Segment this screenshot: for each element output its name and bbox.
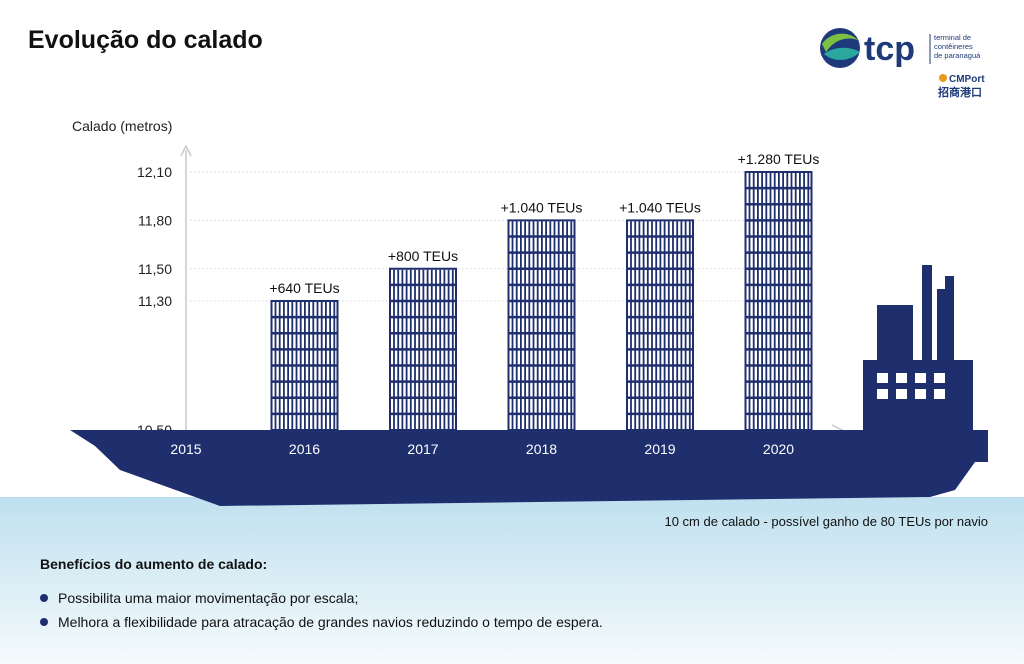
- x-category-labels: 2015 2016 2017 2018 2019 2020: [170, 441, 794, 457]
- y-tick-label: 11,80: [138, 212, 172, 228]
- y-tick-label: 11,50: [138, 261, 172, 277]
- tcp-logo: tcp terminal de contêineres de paranaguá…: [820, 28, 985, 99]
- logo-partner: CMPort: [949, 74, 985, 85]
- benefits-list: Possibilita uma maior movimentação por e…: [40, 590, 603, 638]
- y-tick-label: 12,10: [137, 164, 172, 180]
- x-tick-label: 2016: [289, 441, 320, 457]
- ship-hull: [70, 430, 988, 506]
- benefit-text: Melhora a flexibilidade para atracação d…: [58, 614, 603, 630]
- bar-2018: [507, 219, 576, 431]
- logo-swoosh-teal: [824, 47, 860, 60]
- logo-tagline-2: contêineres: [934, 42, 973, 51]
- bar-2017: [389, 267, 457, 431]
- x-tick-label: 2015: [170, 441, 201, 457]
- bar-2020: [744, 171, 813, 431]
- x-tick-label: 2019: [644, 441, 675, 457]
- data-label: +1.040 TEUs: [619, 199, 701, 215]
- data-label: +640 TEUs: [269, 280, 339, 296]
- ship-mast: [945, 276, 954, 362]
- ship-mast: [937, 289, 945, 362]
- data-labels: +640 TEUs +800 TEUs +1.040 TEUs +1.040 TEUs…: [269, 151, 819, 296]
- water: [0, 497, 1024, 664]
- benefit-item: Melhora a flexibilidade para atracação d…: [40, 614, 603, 630]
- logo-tagline-3: de paranaguá: [934, 51, 981, 60]
- x-tick-label: 2017: [407, 441, 438, 457]
- bar-2016: [270, 300, 339, 431]
- logo-brand: tcp: [864, 30, 915, 68]
- ship-windows: [877, 373, 945, 399]
- gridlines: [190, 171, 810, 302]
- ship: [70, 265, 988, 506]
- data-label: +1.040 TEUs: [501, 199, 583, 215]
- logo-swoosh-green: [822, 33, 858, 52]
- bullet-icon: [40, 594, 48, 602]
- x-tick-label: 2020: [763, 441, 794, 457]
- logo-tagline-1: terminal de: [934, 33, 971, 42]
- y-tick-label: 11,30: [138, 293, 172, 309]
- page-title: Evolução do calado: [28, 26, 263, 54]
- container-bars: [270, 171, 813, 431]
- ship-cabin: [877, 305, 913, 362]
- draft-gain-note: 10 cm de calado - possível ganho de 80 T…: [664, 514, 988, 529]
- y-axis-label: Calado (metros): [72, 118, 172, 134]
- benefit-text: Possibilita uma maior movimentação por e…: [58, 590, 359, 606]
- logo-partner-cn: 招商港口: [938, 85, 982, 99]
- bar-2019: [626, 219, 694, 431]
- y-axis-arrow: [180, 144, 192, 157]
- data-label: +800 TEUs: [388, 248, 458, 264]
- benefits-title: Benefícios do aumento de calado:: [40, 556, 268, 572]
- benefit-item: Possibilita uma maior movimentação por e…: [40, 590, 603, 606]
- data-label: +1.280 TEUs: [738, 151, 820, 167]
- bullet-icon: [40, 618, 48, 626]
- ship-mast: [922, 265, 932, 362]
- x-tick-label: 2018: [526, 441, 557, 457]
- cmport-mark: [939, 74, 947, 82]
